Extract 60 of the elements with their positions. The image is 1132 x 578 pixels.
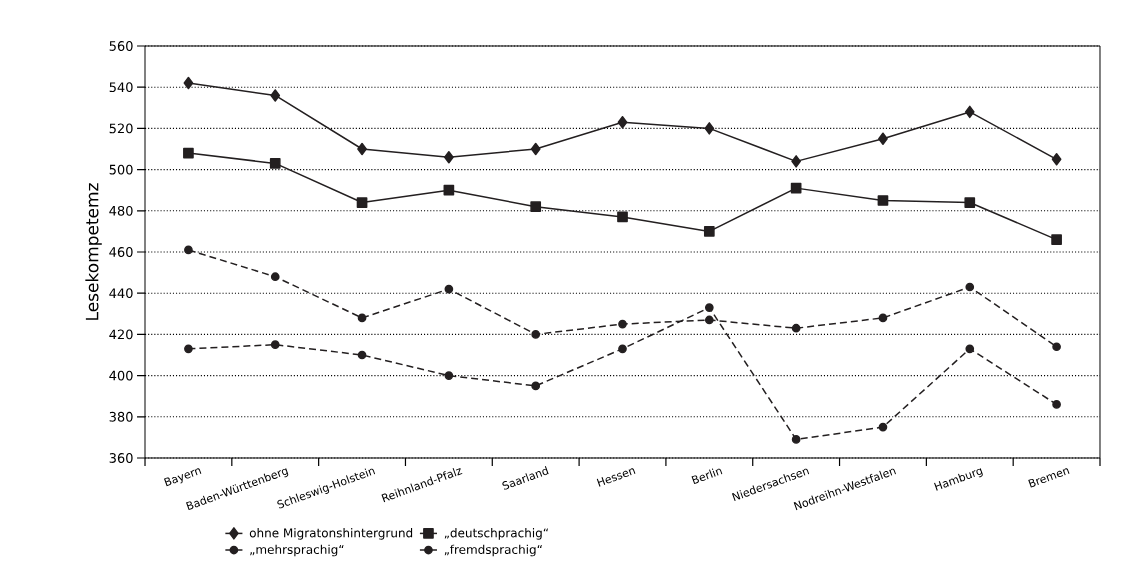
point (704, 303, 714, 312)
point (357, 350, 367, 360)
x-tick-label: Berlin (691, 468, 723, 485)
point (530, 142, 541, 156)
point (444, 150, 454, 164)
point (618, 344, 627, 354)
point (878, 313, 888, 323)
y-tick-label: 400 (109, 370, 133, 381)
point (964, 197, 976, 208)
point (791, 323, 801, 333)
y-tick-label: 480 (109, 205, 133, 216)
point (618, 319, 627, 329)
point (1052, 342, 1061, 352)
point (1051, 153, 1062, 166)
point (617, 115, 628, 129)
point (269, 158, 281, 169)
point (1052, 400, 1061, 409)
legend-label: „mehrsprachig“ (250, 544, 344, 557)
point (356, 197, 368, 208)
y-tick-label: 380 (109, 411, 133, 422)
point (270, 89, 281, 102)
y-tick-label: 460 (109, 247, 133, 257)
point (183, 147, 194, 159)
legend-label: „fremdsprachig“ (444, 544, 542, 557)
point (965, 344, 975, 354)
y-tick-label: 500 (109, 164, 133, 175)
y-tick-label: 560 (109, 41, 133, 51)
y-tick-label: 360 (109, 453, 133, 463)
y-tick-label: 420 (109, 329, 133, 340)
point (878, 132, 888, 145)
legend-label: „deutschprachig“ (444, 528, 548, 540)
point (444, 371, 454, 380)
point (964, 105, 975, 119)
point (270, 340, 280, 350)
point (878, 422, 888, 432)
y-axis-title: Lesekompetemz (85, 183, 102, 320)
point (1051, 234, 1062, 245)
point (444, 284, 454, 294)
point (617, 211, 628, 223)
point (791, 155, 802, 168)
point (965, 282, 975, 292)
point (791, 435, 801, 444)
y-tick-label: 440 (109, 288, 133, 299)
legend-label: ohne Migratonshintergrund (249, 528, 413, 540)
point (357, 313, 367, 323)
point (443, 184, 455, 196)
y-tick-label: 540 (109, 82, 133, 93)
point (183, 76, 194, 90)
point (184, 344, 193, 354)
point (704, 122, 715, 135)
point (877, 195, 889, 206)
point (704, 315, 714, 325)
point (270, 272, 280, 282)
point (531, 330, 541, 339)
point (184, 245, 193, 255)
point (531, 381, 541, 391)
point (530, 201, 542, 213)
y-tick-label: 520 (109, 123, 133, 134)
point (357, 142, 367, 156)
point (703, 226, 715, 237)
